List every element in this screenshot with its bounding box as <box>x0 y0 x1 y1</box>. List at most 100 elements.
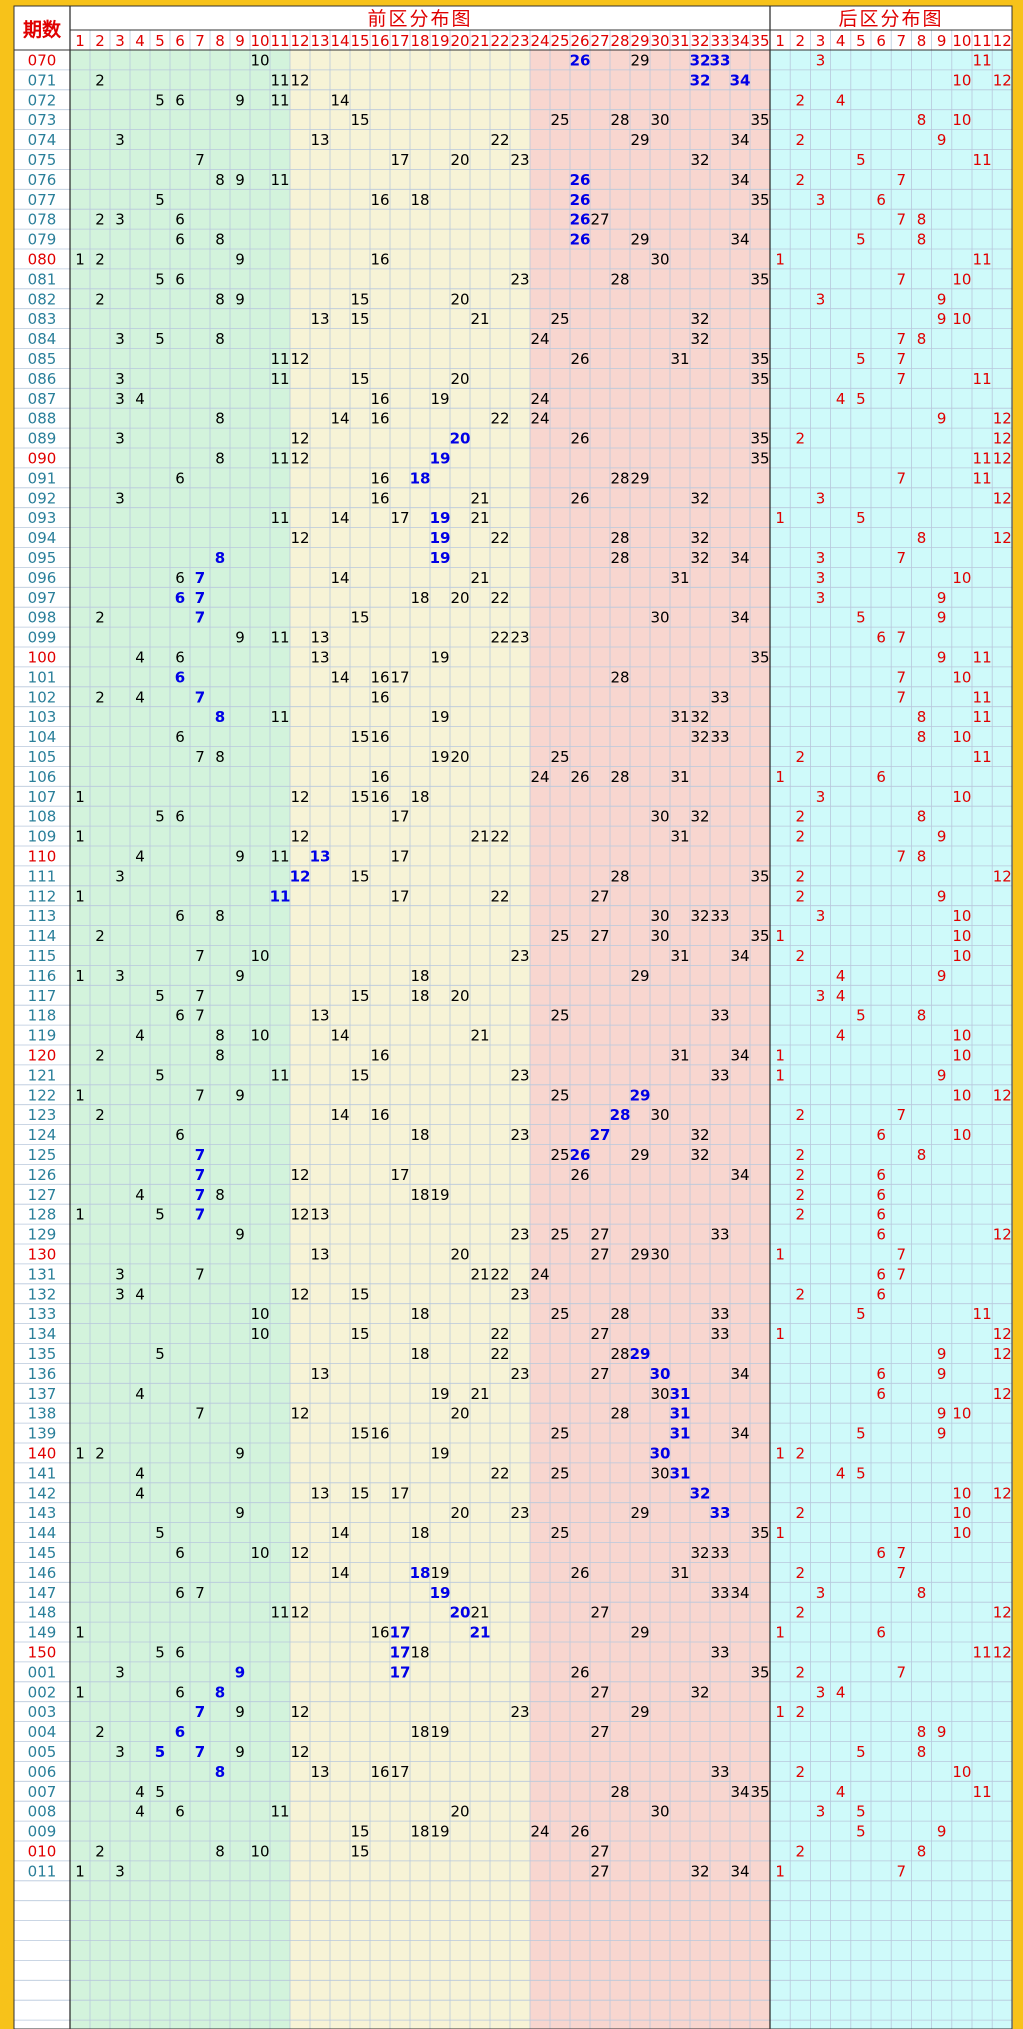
front-number: 11 <box>270 1803 289 1821</box>
front-number: 12 <box>290 1166 309 1184</box>
back-number: 9 <box>937 967 947 985</box>
front-number-repeat: 31 <box>670 1405 691 1423</box>
front-number: 2 <box>95 1106 105 1124</box>
front-number: 11 <box>270 1066 289 1084</box>
front-number: 20 <box>450 290 469 308</box>
front-number: 3 <box>115 211 125 229</box>
front-number: 1 <box>75 828 85 846</box>
back-number: 8 <box>917 529 927 547</box>
front-number-repeat: 31 <box>670 1385 691 1403</box>
front-number: 25 <box>550 927 569 945</box>
back-number: 1 <box>775 768 785 786</box>
front-number: 16 <box>370 489 389 507</box>
front-number: 26 <box>570 489 589 507</box>
front-number: 17 <box>390 668 409 686</box>
front-number: 6 <box>175 648 185 666</box>
front-number: 23 <box>510 1504 529 1522</box>
back-number: 6 <box>876 1624 886 1642</box>
front-number: 8 <box>215 330 225 348</box>
front-number: 6 <box>175 569 185 587</box>
period-label: 116 <box>28 967 57 985</box>
front-number-repeat: 20 <box>450 1604 471 1622</box>
front-number: 15 <box>350 1425 369 1443</box>
front-number: 8 <box>215 1046 225 1064</box>
back-number: 2 <box>796 1504 806 1522</box>
period-label: 119 <box>28 1027 57 1045</box>
front-column-number: 35 <box>750 32 769 50</box>
period-label: 124 <box>28 1126 57 1144</box>
back-number: 2 <box>796 171 806 189</box>
front-number: 3 <box>115 390 125 408</box>
back-number: 2 <box>796 1763 806 1781</box>
back-number: 4 <box>836 1027 846 1045</box>
back-number: 2 <box>796 1146 806 1164</box>
front-number: 12 <box>290 1206 309 1224</box>
front-number: 22 <box>490 410 509 428</box>
front-number: 32 <box>690 728 709 746</box>
back-number: 10 <box>952 947 971 965</box>
back-number: 10 <box>952 1763 971 1781</box>
front-number: 1 <box>75 250 85 268</box>
back-number: 11 <box>973 51 992 69</box>
back-number: 11 <box>973 469 992 487</box>
front-number: 11 <box>270 350 289 368</box>
front-number: 19 <box>430 748 449 766</box>
front-number: 13 <box>310 1206 329 1224</box>
front-number: 28 <box>610 1405 629 1423</box>
front-zone-title: 前区分布图 <box>367 8 472 30</box>
back-number: 5 <box>856 231 866 249</box>
period-label: 082 <box>28 290 57 308</box>
back-number: 5 <box>856 390 866 408</box>
back-number: 11 <box>973 1305 992 1323</box>
front-number: 6 <box>175 728 185 746</box>
back-number: 3 <box>816 987 826 1005</box>
front-number: 22 <box>490 1345 509 1363</box>
front-number: 7 <box>195 1086 205 1104</box>
back-number: 8 <box>917 231 927 249</box>
front-number: 1 <box>75 1086 85 1104</box>
front-number: 9 <box>235 967 245 985</box>
period-label: 122 <box>28 1086 57 1104</box>
front-number: 23 <box>510 1703 529 1721</box>
front-number: 19 <box>430 1823 449 1841</box>
front-number: 4 <box>135 1803 145 1821</box>
period-label: 107 <box>28 788 57 806</box>
front-number-repeat: 7 <box>195 569 205 587</box>
front-number: 15 <box>350 1842 369 1860</box>
front-number: 20 <box>450 1504 469 1522</box>
front-number-repeat: 33 <box>710 51 731 69</box>
front-number: 15 <box>350 1285 369 1303</box>
back-number: 8 <box>917 330 927 348</box>
front-number: 27 <box>590 1683 609 1701</box>
front-number: 4 <box>135 1783 145 1801</box>
front-number: 34 <box>730 1046 749 1064</box>
period-label: 077 <box>28 191 57 209</box>
back-number: 1 <box>775 1046 785 1064</box>
front-number-repeat: 19 <box>430 449 451 467</box>
back-number: 11 <box>973 449 992 467</box>
front-number: 19 <box>430 1564 449 1582</box>
front-number: 24 <box>530 1265 549 1283</box>
front-number-repeat: 19 <box>430 529 451 547</box>
back-number: 11 <box>973 1783 992 1801</box>
front-number: 35 <box>750 1524 769 1542</box>
back-number: 7 <box>897 1106 907 1124</box>
front-number: 9 <box>235 250 245 268</box>
back-number: 7 <box>897 270 907 288</box>
period-label: 001 <box>28 1663 57 1681</box>
back-column-number: 11 <box>973 32 992 50</box>
back-number: 1 <box>775 1703 785 1721</box>
front-number: 28 <box>610 549 629 567</box>
back-number: 6 <box>876 1544 886 1562</box>
front-number: 18 <box>410 1524 429 1542</box>
front-number: 14 <box>330 1027 349 1045</box>
back-number: 1 <box>775 1524 785 1542</box>
front-column-number: 17 <box>390 32 409 50</box>
front-number: 21 <box>470 489 489 507</box>
back-number: 10 <box>952 907 971 925</box>
front-number: 16 <box>370 390 389 408</box>
back-number: 2 <box>796 1186 806 1204</box>
period-label: 141 <box>28 1464 57 1482</box>
front-number: 16 <box>370 768 389 786</box>
back-number: 1 <box>775 509 785 527</box>
